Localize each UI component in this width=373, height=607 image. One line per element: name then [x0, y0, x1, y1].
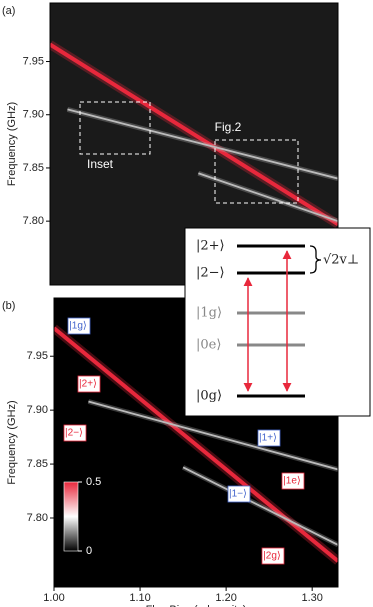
- level-label: |2+⟩: [196, 239, 225, 254]
- plot-area: [50, 40, 338, 229]
- y-tick-label: 7.85: [27, 458, 48, 470]
- y-axis-label: Frequency (GHz): [6, 400, 18, 484]
- state-label: |1+⟩: [259, 433, 277, 444]
- x-axis-label: Flux Bias (arb. units): [146, 604, 247, 607]
- resonance-line: [182, 466, 338, 546]
- y-tick-label: 7.95: [23, 55, 44, 67]
- state-label-box: [227, 485, 251, 503]
- state-label-box: [63, 424, 87, 442]
- region-label: Fig.2: [215, 120, 242, 134]
- state-label: |2+⟩: [79, 379, 97, 390]
- state-label: |2−⟩: [65, 428, 83, 439]
- x-tick-label: 1.00: [43, 592, 64, 604]
- plot-area: [54, 324, 338, 565]
- y-tick-label: 7.90: [27, 404, 48, 416]
- diagram-box: [184, 227, 371, 417]
- state-label: |1g⟩: [69, 321, 87, 332]
- colorbar-tick-label: 0: [86, 545, 92, 557]
- region-label: Inset: [87, 157, 114, 171]
- resonance-line: [54, 326, 338, 563]
- x-tick-label: 1.20: [215, 592, 236, 604]
- y-tick-label: 7.85: [23, 162, 44, 174]
- panel-label: (b): [2, 300, 15, 312]
- y-axis-label: Frequency (GHz): [6, 102, 18, 186]
- state-label: |1e⟩: [283, 476, 301, 487]
- state-label-box: [67, 317, 91, 335]
- state-label-box: [77, 375, 101, 393]
- region-box: [214, 139, 299, 204]
- state-label-box: [281, 472, 305, 490]
- brace: [309, 245, 322, 274]
- level-label: |0e⟩: [196, 338, 221, 353]
- state-label: |1−⟩: [229, 489, 247, 500]
- x-tick-label: 1.10: [129, 592, 150, 604]
- panel-label: (a): [2, 5, 15, 17]
- resonance-line: [50, 42, 338, 227]
- y-tick-label: 7.95: [27, 350, 48, 362]
- level-diagram: |2+⟩ |2−⟩ |1g⟩ |0e⟩ |0g⟩ √2v⊥: [184, 227, 371, 417]
- y-tick-label: 7.80: [23, 215, 44, 227]
- colorbar: [63, 481, 79, 552]
- x-tick-label: 1.30: [301, 592, 322, 604]
- state-label-box: [257, 429, 281, 447]
- state-label: |2g⟩: [263, 551, 281, 562]
- y-tick-label: 7.90: [23, 109, 44, 121]
- resonance-line: [198, 172, 338, 223]
- region-box: [79, 101, 151, 155]
- colorbar-tick-label: 0.5: [86, 476, 101, 488]
- level-label: |0g⟩: [196, 389, 222, 404]
- resonance-line: [67, 108, 338, 180]
- resonance-line: [88, 400, 338, 471]
- state-label-box: [261, 547, 285, 565]
- splitting-label: √2v⊥: [323, 253, 359, 268]
- y-tick-label: 7.80: [27, 512, 48, 524]
- level-label: |2−⟩: [196, 266, 225, 281]
- level-label: |1g⟩: [196, 306, 222, 321]
